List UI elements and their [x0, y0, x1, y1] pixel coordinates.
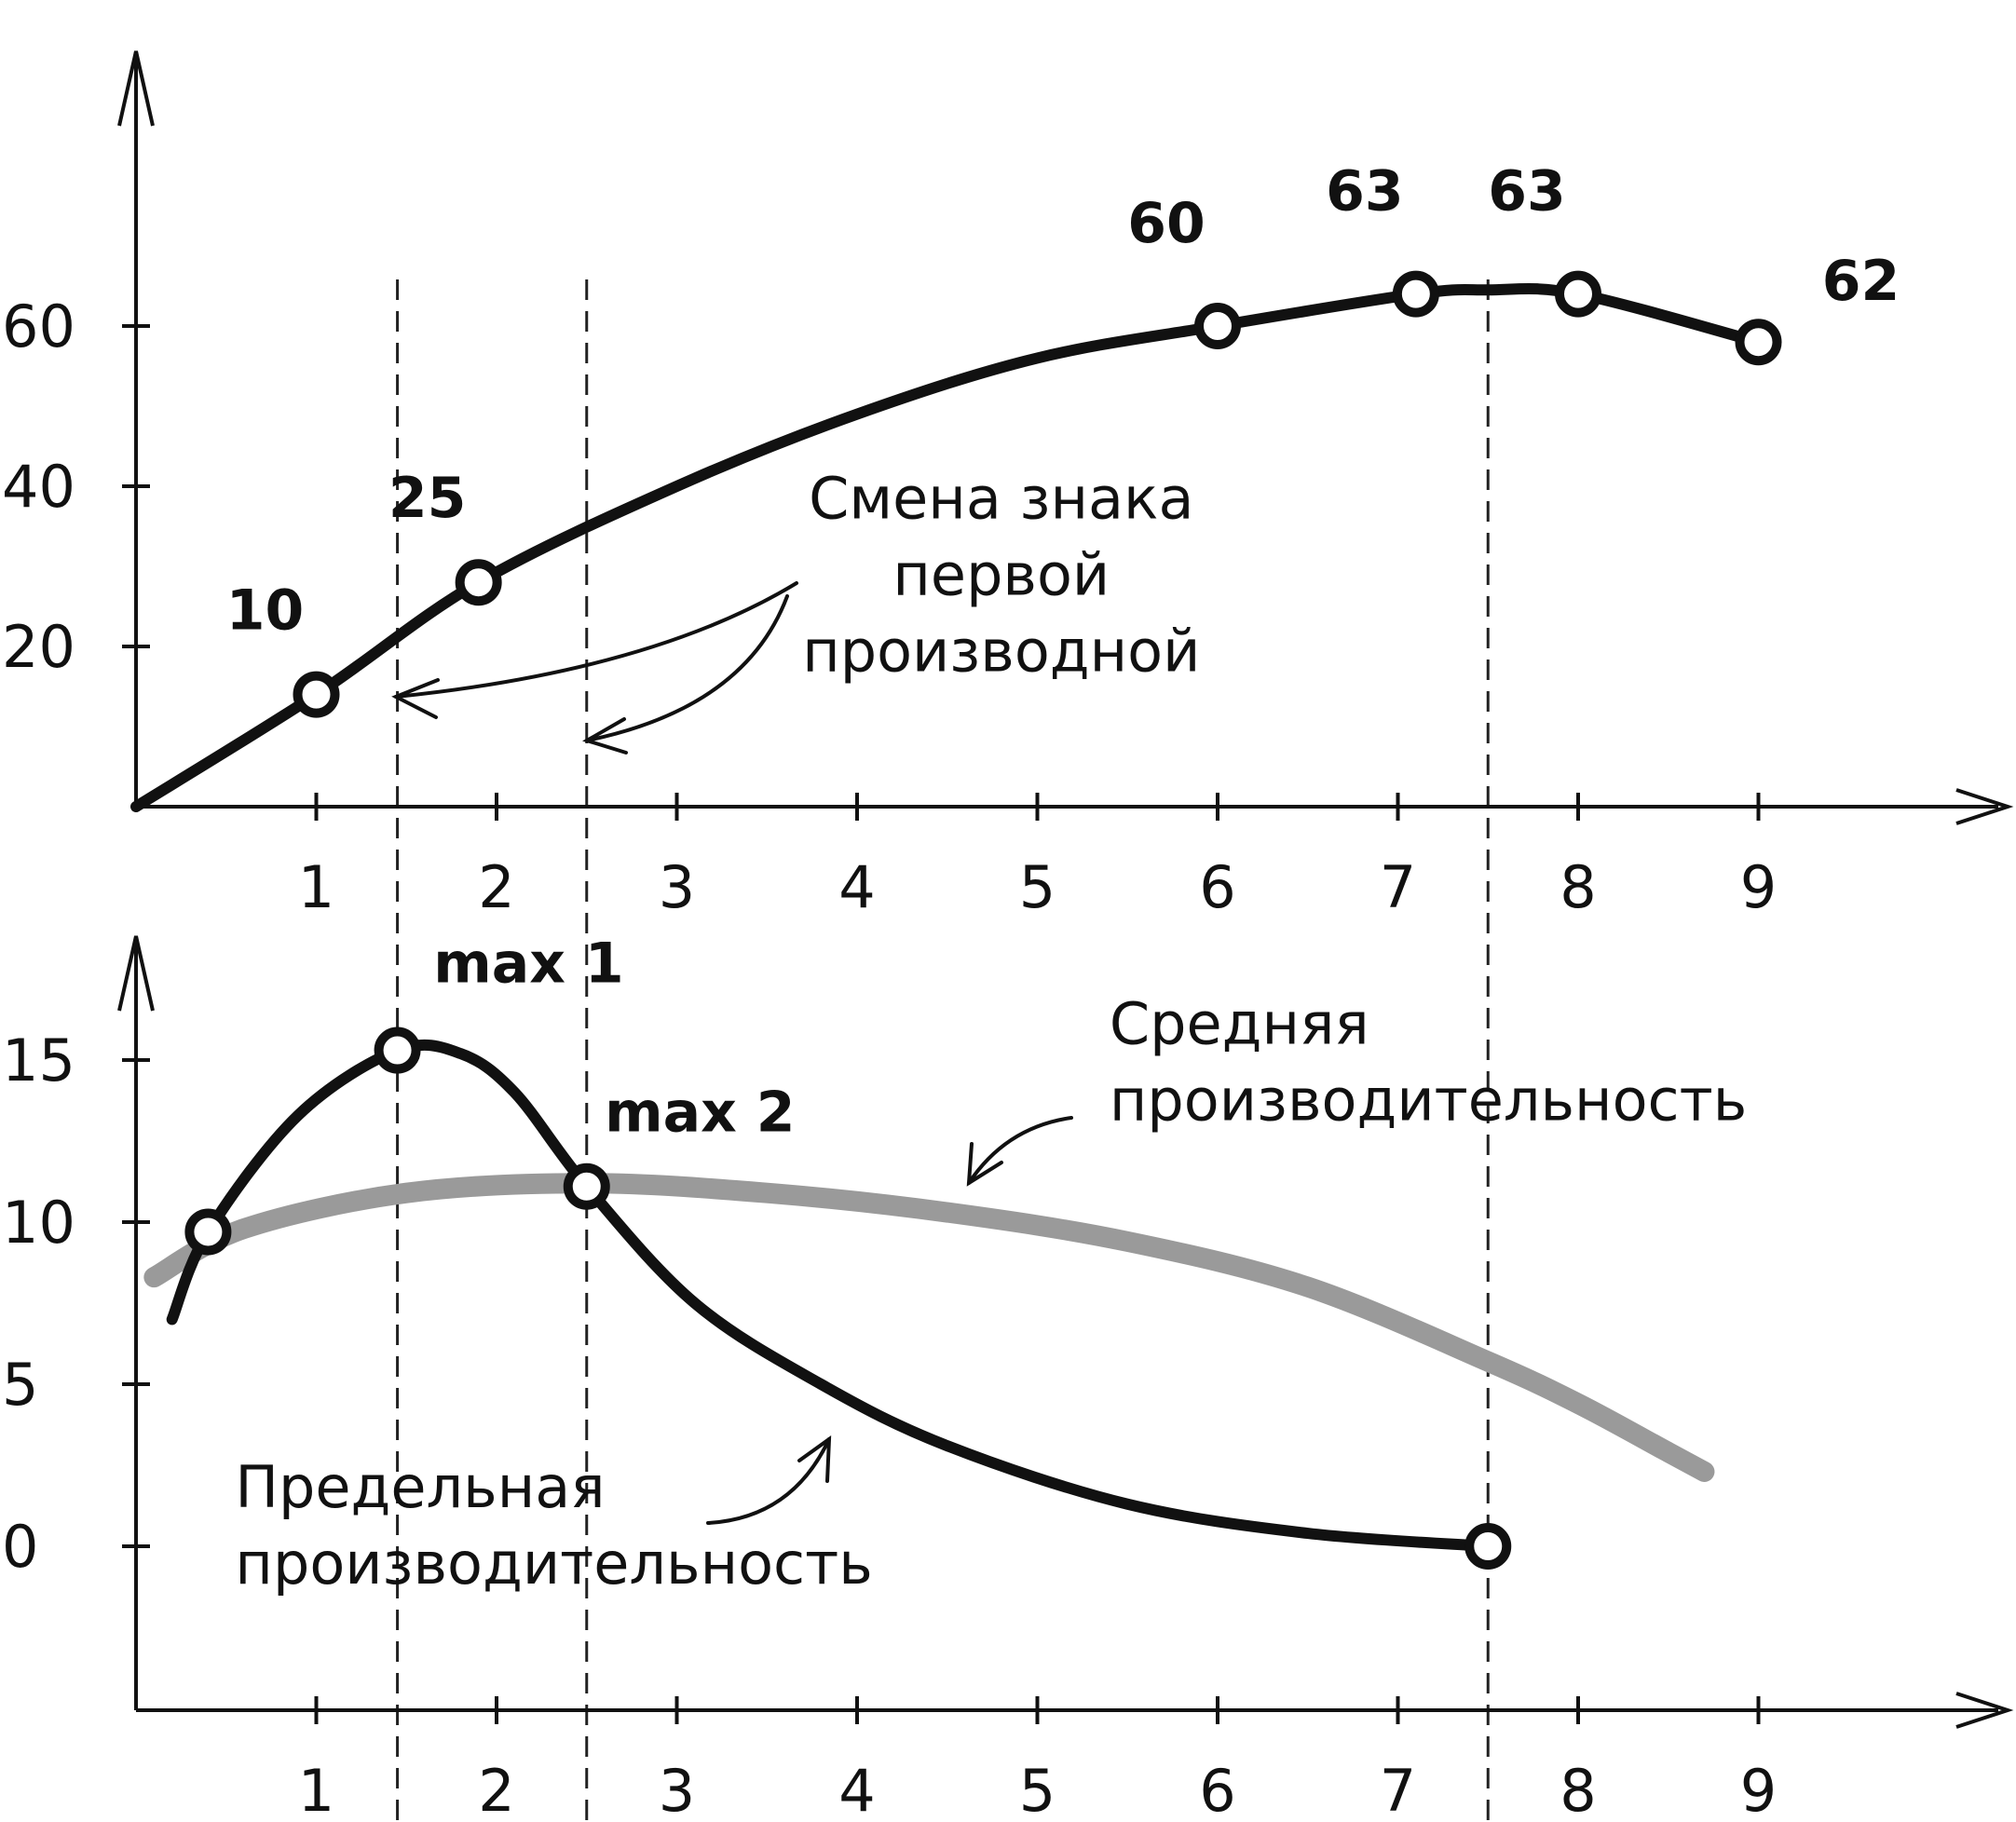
data-point-marker [1194, 303, 1241, 349]
data-point-label: 63 [1488, 159, 1566, 224]
y-tick-label: 5 [2, 1351, 38, 1419]
annotation-arrowhead [582, 717, 628, 755]
data-point-marker [563, 1163, 610, 1210]
y-tick-label: 10 [2, 1189, 75, 1257]
annotation-line: производительность [235, 1530, 872, 1598]
total-product-line [130, 282, 1764, 812]
data-point-label: 63 [1326, 159, 1404, 224]
data-point-marker [1735, 319, 1782, 366]
data-point-marker [1392, 270, 1439, 318]
marginal-average-chart: 1 2 3 4 5 6 7 8 9 0 5 10 15 max 1 max 2 Средняя производ… [2, 931, 2014, 1822]
y-tick-label: 20 [2, 613, 75, 681]
x-axis-arrowhead [1955, 1692, 2014, 1729]
annotation-arrow [967, 1116, 1073, 1185]
annotation-line: Средняя [1110, 990, 1369, 1058]
annotation-line: первой [892, 540, 1110, 608]
annotation-arrowhead [797, 1434, 832, 1483]
marginal-productivity-line [166, 1039, 1494, 1552]
y-tick-label: 15 [2, 1027, 75, 1095]
data-point-label: 10 [226, 578, 305, 644]
data-point-label: 25 [388, 466, 467, 531]
annotation-line: производительность [1110, 1067, 1747, 1135]
x-axis-arrowhead [1955, 788, 2014, 825]
max-label: max 1 [433, 931, 623, 996]
data-point-marker [374, 1027, 421, 1074]
annotation-arrow [394, 581, 798, 699]
x-tick-label: 8 [1560, 853, 1596, 921]
annotation-text: Смена знака первой производной [802, 464, 1200, 685]
data-point-marker [455, 559, 502, 606]
x-tick-label: 1 [298, 1757, 334, 1822]
x-tick-label: 9 [1740, 853, 1777, 921]
x-tick-label: 6 [1199, 1757, 1235, 1822]
average-productivity-line [143, 1173, 1715, 1482]
y-tick-label: 0 [2, 1513, 38, 1581]
annotation-arrowhead [391, 678, 440, 719]
data-point-label: 60 [1127, 191, 1206, 256]
y-axis-arrowhead [117, 50, 155, 127]
x-tick-label: 5 [1019, 1757, 1056, 1822]
y-tick-label: 40 [2, 453, 75, 521]
x-tick-label: 3 [659, 1757, 695, 1822]
data-point-marker [1555, 270, 1601, 318]
y-tick-label: 60 [2, 292, 75, 360]
x-tick-label: 5 [1019, 853, 1056, 921]
y-axis-arrowhead [117, 935, 155, 1012]
annotation-line: max 1 [433, 931, 623, 996]
x-tick-label: 3 [659, 853, 695, 921]
annotation-line: max 2 [605, 1081, 795, 1146]
x-tick-label: 4 [838, 1757, 875, 1822]
annotation-arrow [585, 594, 789, 742]
x-tick-label: 2 [478, 853, 514, 921]
annotation-text: Средняя производительность [1110, 990, 1747, 1135]
max-label: max 2 [605, 1081, 795, 1146]
data-point-marker [293, 671, 340, 718]
x-tick-label: 7 [1380, 1757, 1416, 1822]
x-tick-label: 7 [1380, 853, 1416, 921]
annotation-arrow [706, 1437, 831, 1525]
x-tick-label: 1 [298, 853, 334, 921]
x-tick-label: 6 [1199, 853, 1235, 921]
x-tick-label: 4 [838, 853, 875, 921]
data-point-marker [184, 1208, 232, 1256]
annotation-line: Предельная [235, 1453, 605, 1521]
annotation-line: Смена знака [809, 464, 1193, 532]
annotation-arrowhead [966, 1142, 1003, 1187]
x-tick-label: 8 [1560, 1757, 1596, 1822]
x-tick-label: 2 [478, 1757, 514, 1822]
annotation-text: Предельная производительность [235, 1453, 872, 1598]
data-point-label: 62 [1822, 249, 1900, 314]
annotation-line: производной [802, 617, 1200, 685]
total-product-chart: 1 2 3 4 5 6 7 8 9 20 40 60 10 25 60 63 63 62 Смена знака пе… [2, 50, 2014, 921]
x-tick-label: 9 [1740, 1757, 1777, 1822]
data-point-marker [1464, 1523, 1512, 1570]
